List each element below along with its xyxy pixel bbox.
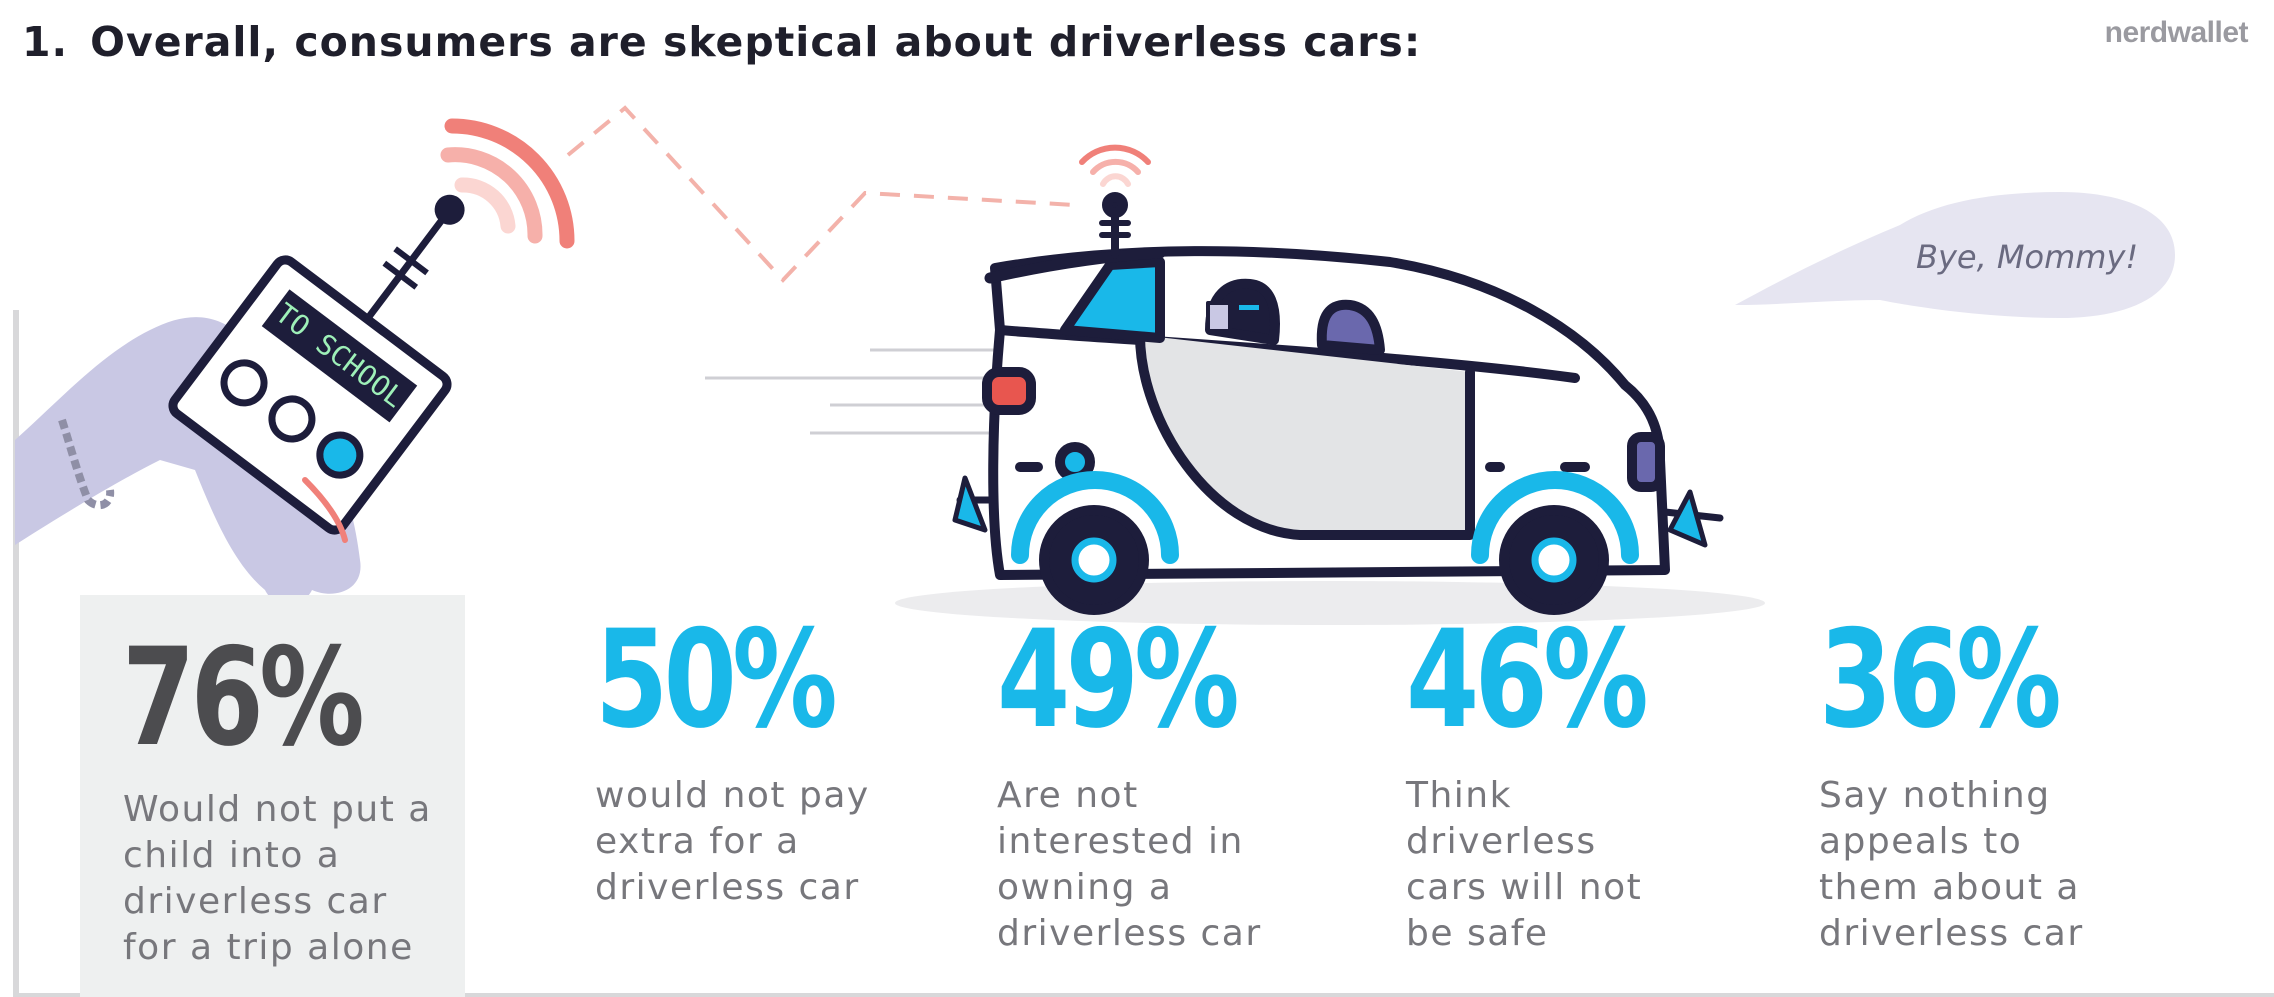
car-signal-icon: [1079, 144, 1151, 187]
stat-percent: 50%: [595, 601, 838, 758]
stat-card-child-alone: 76% Would not put a child into a driverl…: [80, 595, 465, 997]
section-title: Overall, consumers are skeptical about d…: [90, 18, 1422, 66]
left-divider: [13, 310, 19, 997]
speech-text: Bye, Mommy!: [1916, 238, 2139, 276]
stat-percent: 76%: [122, 619, 365, 776]
stat-description: Would not put a child into a driverless …: [123, 789, 432, 968]
stat-card-pay-extra: 50% would not pay extra for a driverless…: [595, 612, 925, 911]
speed-lines: [705, 348, 1005, 435]
stat-description: Say nothing appeals to them about a driv…: [1819, 775, 2084, 954]
bottom-divider: [13, 993, 2274, 997]
stat-description: would not pay extra for a driverless car: [595, 775, 870, 908]
signal-path: [566, 105, 1076, 283]
bracelet: [58, 418, 115, 510]
stat-percent: 49%: [997, 601, 1240, 758]
remote-control: TO SCHOOL: [168, 194, 465, 535]
speech-bubble: [1735, 192, 2175, 318]
stat-description: Are not interested in owning a driverles…: [997, 775, 1262, 954]
stat-card-nothing-appeals: 36% Say nothing appeals to them about a …: [1819, 612, 2124, 957]
stat-card-not-interested: 49% Are not interested in owning a drive…: [997, 612, 1302, 957]
section-number: 1.: [22, 18, 69, 66]
stat-card-not-safe: 46% Think driverless cars will not be sa…: [1406, 612, 1711, 957]
stat-percent: 36%: [1819, 601, 2062, 758]
page-title: 1. Overall, consumers are skeptical about…: [22, 18, 1421, 66]
stat-description: Think driverless cars will not be safe: [1406, 775, 1643, 954]
brand-logo: nerdwallet: [2104, 16, 2249, 49]
driverless-car: [952, 192, 1724, 615]
remote-signal-icon: [440, 118, 575, 249]
stat-percent: 46%: [1406, 601, 1649, 758]
